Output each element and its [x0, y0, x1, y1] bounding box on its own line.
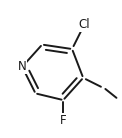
Text: F: F — [60, 114, 66, 127]
Text: Cl: Cl — [78, 18, 90, 31]
Text: N: N — [18, 60, 27, 73]
